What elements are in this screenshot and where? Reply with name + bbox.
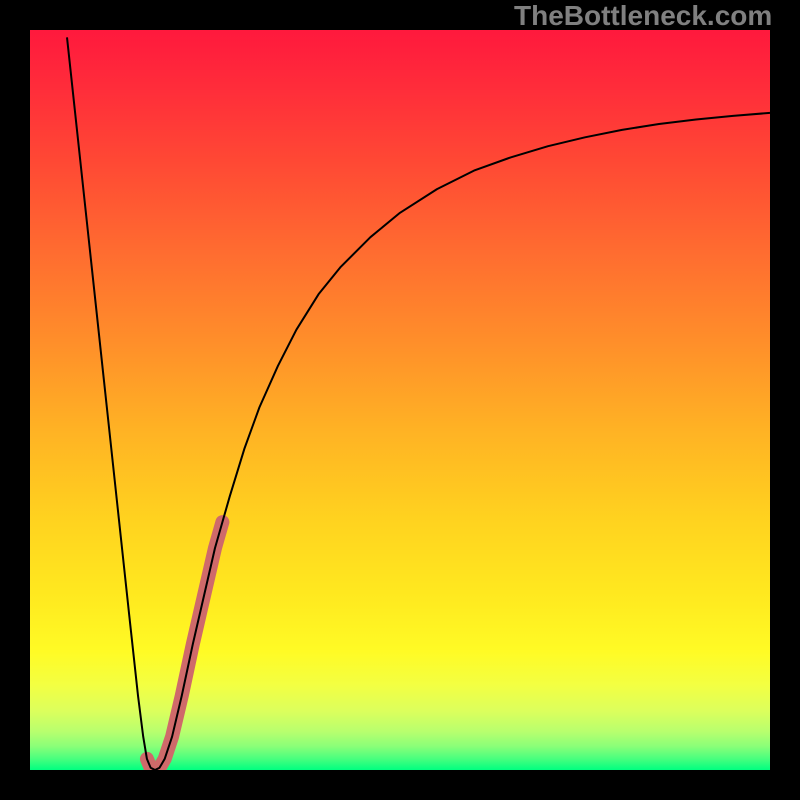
plot-svg — [30, 30, 770, 770]
black-curve — [67, 37, 770, 770]
figure-root: TheBottleneck.com — [0, 0, 800, 800]
watermark-text: TheBottleneck.com — [514, 0, 772, 32]
plot-area — [30, 30, 770, 770]
pink-band — [147, 522, 222, 770]
